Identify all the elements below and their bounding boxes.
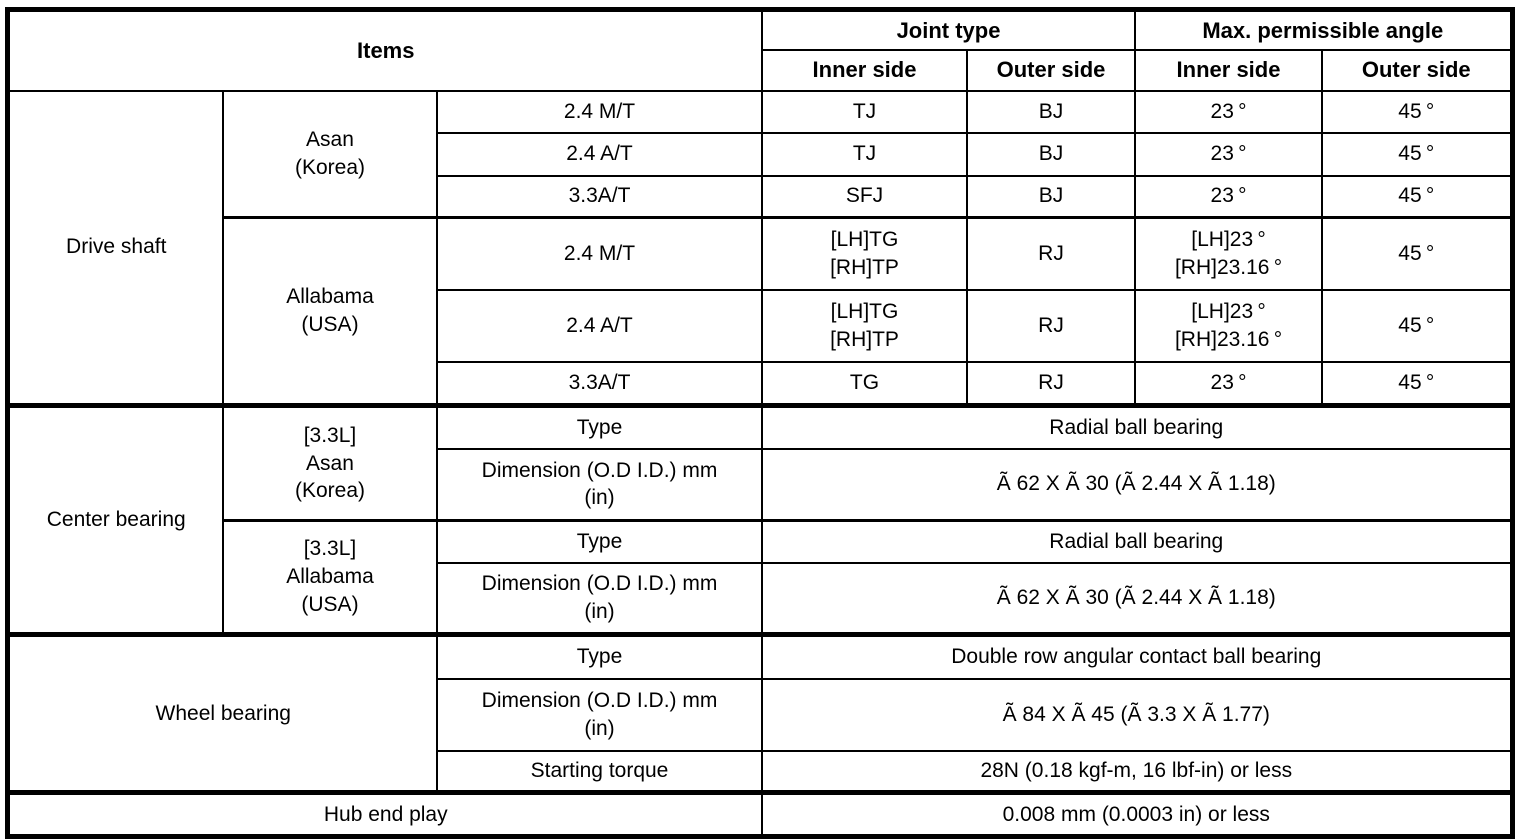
joint-inner-value: TG (761, 360, 969, 407)
joint-outer-value: RJ (966, 216, 1137, 291)
property-label-type: Type (435, 403, 764, 450)
variant-label: 2.4 M/T (435, 89, 764, 134)
dimension-value: Ã 84 X Ã 45 (Ã 3.3 X Ã 1.77) (761, 677, 1514, 752)
joint-inner-value: [LH]TG [RH]TP (761, 216, 969, 291)
joint-inner-value: SFJ (761, 174, 969, 219)
angle-outer-value: 45 ° (1321, 131, 1514, 177)
angle-inner-value: 23 ° (1134, 360, 1324, 407)
variant-label: 2.4 A/T (435, 131, 764, 177)
header-joint-outer-side: Outer side (966, 48, 1137, 92)
type-value: Radial ball bearing (761, 403, 1514, 450)
joint-outer-value: BJ (966, 174, 1137, 219)
joint-inner-value: TJ (761, 89, 969, 134)
angle-outer-value: 45 ° (1321, 216, 1514, 291)
variant-label: 2.4 M/T (435, 216, 764, 291)
joint-inner-value: [LH]TG [RH]TP (761, 288, 969, 363)
plant-label-33l-asan-korea: [3.3L] Asan (Korea) (221, 403, 438, 522)
angle-outer-value: 45 ° (1321, 174, 1514, 219)
header-angle-inner-side: Inner side (1134, 48, 1324, 92)
dimension-value: Ã 62 X Ã 30 (Ã 2.44 X Ã 1.18) (761, 447, 1514, 522)
variant-label: 2.4 A/T (435, 288, 764, 363)
header-max-permissible-angle: Max. permissible angle (1134, 8, 1514, 51)
property-label-dimension: Dimension (O.D I.D.) mm (in) (435, 677, 764, 752)
item-label-drive-shaft: Drive shaft (6, 89, 224, 407)
plant-label-33l-allabama-usa: [3.3L] Allabama (USA) (221, 519, 438, 636)
starting-torque-value: 28N (0.18 kgf-m, 16 lbf-in) or less (761, 749, 1514, 794)
item-label-wheel-bearing: Wheel bearing (6, 632, 438, 794)
type-value: Radial ball bearing (761, 519, 1514, 564)
angle-inner-value: [LH]23 ° [RH]23.16 ° (1134, 288, 1324, 363)
property-label-dimension: Dimension (O.D I.D.) mm (in) (435, 561, 764, 636)
angle-outer-value: 45 ° (1321, 288, 1514, 363)
joint-outer-value: BJ (966, 89, 1137, 134)
property-label-starting-torque: Starting torque (435, 749, 764, 794)
header-joint-inner-side: Inner side (761, 48, 969, 92)
item-label-center-bearing: Center bearing (6, 403, 224, 636)
angle-inner-value: 23 ° (1134, 174, 1324, 219)
property-label-dimension: Dimension (O.D I.D.) mm (in) (435, 447, 764, 522)
angle-inner-value: 23 ° (1134, 131, 1324, 177)
item-label-hub-end-play: Hub end play (6, 790, 764, 838)
type-value: Double row angular contact ball bearing (761, 632, 1514, 680)
angle-inner-value: [LH]23 ° [RH]23.16 ° (1134, 216, 1324, 291)
plant-label-allabama-usa: Allabama (USA) (221, 216, 438, 407)
property-label-type: Type (435, 632, 764, 680)
specifications-table: Items Joint type Max. permissible angle … (5, 7, 1515, 839)
joint-outer-value: BJ (966, 131, 1137, 177)
angle-inner-value: 23 ° (1134, 89, 1324, 134)
hub-end-play-value: 0.008 mm (0.0003 in) or less (761, 790, 1514, 838)
joint-outer-value: RJ (966, 360, 1137, 407)
variant-label: 3.3A/T (435, 360, 764, 407)
plant-label-asan-korea: Asan (Korea) (221, 89, 438, 219)
joint-outer-value: RJ (966, 288, 1137, 363)
header-angle-outer-side: Outer side (1321, 48, 1514, 92)
angle-outer-value: 45 ° (1321, 89, 1514, 134)
header-items: Items (6, 8, 764, 92)
property-label-type: Type (435, 519, 764, 564)
joint-inner-value: TJ (761, 131, 969, 177)
dimension-value: Ã 62 X Ã 30 (Ã 2.44 X Ã 1.18) (761, 561, 1514, 636)
header-joint-type: Joint type (761, 8, 1137, 51)
variant-label: 3.3A/T (435, 174, 764, 219)
angle-outer-value: 45 ° (1321, 360, 1514, 407)
